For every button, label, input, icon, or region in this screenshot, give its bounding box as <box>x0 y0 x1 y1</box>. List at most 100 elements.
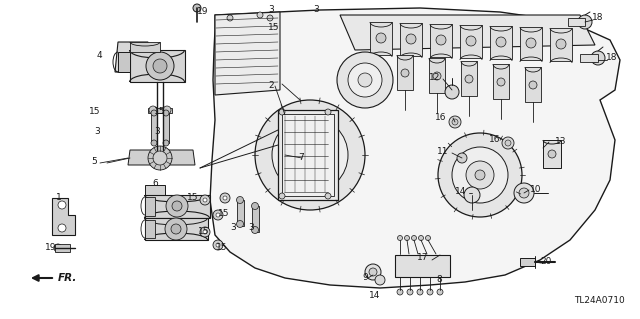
Circle shape <box>419 235 424 241</box>
Polygon shape <box>550 28 572 61</box>
Circle shape <box>279 193 285 199</box>
Circle shape <box>325 193 331 199</box>
Circle shape <box>153 59 167 73</box>
Circle shape <box>252 226 259 234</box>
Text: 18: 18 <box>606 54 618 63</box>
Text: 14: 14 <box>454 188 466 197</box>
Circle shape <box>502 137 514 149</box>
Text: 13: 13 <box>555 137 566 145</box>
Circle shape <box>526 38 536 48</box>
Text: TL24A0710: TL24A0710 <box>574 296 625 305</box>
Circle shape <box>216 213 220 217</box>
Circle shape <box>369 268 377 276</box>
Circle shape <box>203 198 207 202</box>
Circle shape <box>497 78 505 86</box>
Circle shape <box>376 33 386 43</box>
Circle shape <box>496 37 506 47</box>
Text: 15: 15 <box>218 209 230 218</box>
Circle shape <box>279 109 285 115</box>
Circle shape <box>227 15 233 21</box>
Polygon shape <box>400 23 422 56</box>
Text: 7: 7 <box>298 153 304 162</box>
Circle shape <box>437 289 443 295</box>
Bar <box>282 114 334 196</box>
Text: 15: 15 <box>186 194 198 203</box>
Text: 15: 15 <box>154 108 166 116</box>
Text: 3: 3 <box>313 5 319 14</box>
Circle shape <box>203 230 207 234</box>
Circle shape <box>302 147 318 163</box>
Bar <box>543 140 561 168</box>
Text: 6: 6 <box>152 179 158 188</box>
Circle shape <box>163 140 169 146</box>
Polygon shape <box>430 24 452 57</box>
Circle shape <box>193 4 201 12</box>
Bar <box>580 54 598 62</box>
Bar <box>55 244 70 252</box>
Circle shape <box>58 201 66 209</box>
Polygon shape <box>118 52 130 72</box>
Circle shape <box>529 81 537 89</box>
Circle shape <box>556 39 566 49</box>
Circle shape <box>452 147 508 203</box>
Circle shape <box>466 161 494 189</box>
Circle shape <box>325 109 331 115</box>
Bar <box>461 61 477 96</box>
Circle shape <box>163 110 169 116</box>
Circle shape <box>375 275 385 285</box>
Circle shape <box>151 140 157 146</box>
Circle shape <box>548 150 556 158</box>
Circle shape <box>466 36 476 46</box>
Text: 20: 20 <box>540 256 552 265</box>
Text: 15: 15 <box>88 108 100 116</box>
Circle shape <box>452 119 458 125</box>
Bar <box>163 113 169 143</box>
Text: 19: 19 <box>197 8 209 17</box>
Polygon shape <box>520 27 542 60</box>
Polygon shape <box>460 25 482 58</box>
Circle shape <box>288 133 332 177</box>
Text: 2: 2 <box>268 81 274 91</box>
Circle shape <box>358 73 372 87</box>
Circle shape <box>348 63 382 97</box>
Bar <box>568 18 585 26</box>
Circle shape <box>257 12 263 18</box>
Text: 3: 3 <box>154 128 160 137</box>
Bar <box>520 258 535 266</box>
Text: 10: 10 <box>530 184 541 194</box>
Circle shape <box>406 34 416 44</box>
Circle shape <box>514 183 534 203</box>
Text: 1: 1 <box>56 192 62 202</box>
Circle shape <box>436 35 446 45</box>
Bar <box>130 50 185 82</box>
Bar <box>252 206 259 232</box>
Circle shape <box>213 240 223 250</box>
Polygon shape <box>145 220 155 238</box>
Circle shape <box>417 289 423 295</box>
Bar <box>525 67 541 102</box>
Text: 9: 9 <box>362 273 368 283</box>
Circle shape <box>171 224 181 234</box>
Text: 15: 15 <box>198 227 209 236</box>
Text: 3: 3 <box>94 128 100 137</box>
Polygon shape <box>115 42 148 72</box>
Circle shape <box>200 195 210 205</box>
Polygon shape <box>210 8 620 288</box>
Text: 8: 8 <box>436 275 442 284</box>
Bar <box>148 108 172 113</box>
Text: 4: 4 <box>97 51 102 61</box>
Circle shape <box>58 224 66 232</box>
Circle shape <box>149 106 157 114</box>
Text: 16: 16 <box>488 136 500 145</box>
Polygon shape <box>215 12 280 95</box>
Text: FR.: FR. <box>58 273 77 283</box>
Circle shape <box>445 85 459 99</box>
Text: 3: 3 <box>268 5 274 14</box>
Bar <box>397 55 413 90</box>
Circle shape <box>465 75 473 83</box>
Circle shape <box>404 235 410 241</box>
Text: 16: 16 <box>435 113 446 122</box>
Circle shape <box>172 201 182 211</box>
Circle shape <box>591 51 605 65</box>
Polygon shape <box>52 198 75 235</box>
